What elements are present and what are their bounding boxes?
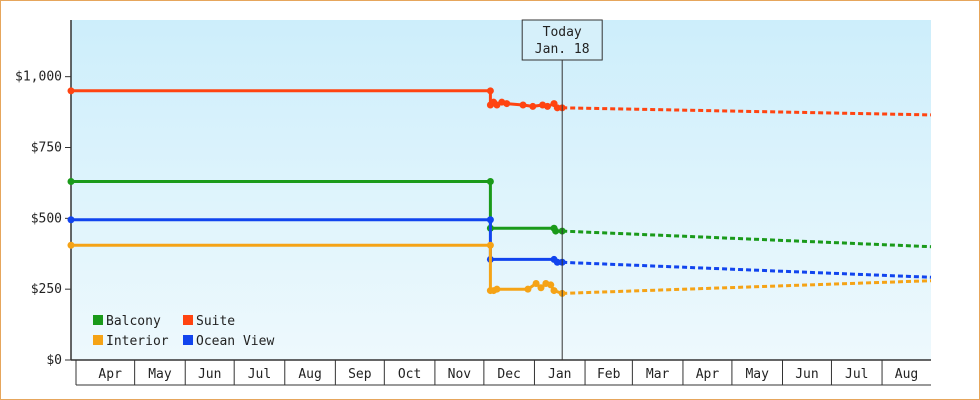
data-point [519,101,527,109]
y-axis: $0 $250 $500 $750 $1,000 [15,20,72,368]
y-tick-label: $250 [31,282,62,297]
legend-swatch [183,335,193,345]
data-point [486,178,494,185]
forecast-line [562,106,932,117]
data-point [552,227,560,235]
data-point [67,241,75,249]
legend-label: Balcony [106,314,161,329]
series-balcony [67,178,932,249]
y-tick-label: $500 [31,211,62,226]
legend: Balcony Suite Interior Ocean View [93,314,274,349]
y-tick-label: $750 [31,141,62,156]
plot-background [71,20,931,360]
month-label: Aug [298,367,321,382]
series-layer [67,87,932,297]
data-point [493,285,501,293]
month-label: Jul [248,367,271,382]
data-point [67,178,75,185]
today-label: Today [543,25,582,40]
data-point [524,285,532,293]
data-point [553,104,561,112]
legend-label: Suite [196,314,235,329]
today-box [521,19,603,61]
data-point [486,216,494,224]
today-date: Jan. 18 [535,42,590,57]
month-label: Aug [895,367,918,382]
month-label: Jul [845,367,868,382]
data-point [553,258,561,266]
x-axis: Apr May Jun Jul Aug Sep Oct Nov Dec Jan Feb Mar Apr M… [71,359,931,386]
month-label: Feb [597,367,621,382]
data-point [529,102,537,110]
y-tick-label: $0 [46,353,62,368]
month-label: Jun [795,367,818,382]
forecast-line [562,279,932,295]
data-point [550,287,558,295]
legend-label: Ocean View [196,334,274,349]
month-label: May [148,367,172,382]
legend-swatch [93,315,103,325]
data-point [486,241,494,249]
month-label: Oct [398,367,421,382]
series-suite [67,87,932,117]
month-label: Sep [348,367,372,382]
legend-label: Interior [106,334,169,349]
data-point [486,87,494,95]
month-label: Apr [696,367,720,382]
month-label: Apr [98,367,122,382]
y-tick-label: $1,000 [15,70,62,85]
data-point [547,281,555,289]
series-interior [67,241,932,297]
series-ocean-view [67,216,932,279]
month-label: Jan [548,367,571,382]
month-label: May [745,367,769,382]
data-point [503,100,511,108]
month-label: Jun [198,367,221,382]
legend-swatch [183,315,193,325]
month-label: Nov [448,367,472,382]
data-point [532,280,540,287]
month-label: Mar [646,367,670,382]
forecast-line [562,229,932,249]
data-point [67,87,75,95]
data-point [537,284,545,292]
data-point [67,216,75,224]
month-label: Dec [497,367,520,382]
today-marker: Today Jan. 18 [521,19,603,360]
legend-swatch [93,335,103,345]
forecast-line [562,260,932,279]
data-point [544,102,552,110]
